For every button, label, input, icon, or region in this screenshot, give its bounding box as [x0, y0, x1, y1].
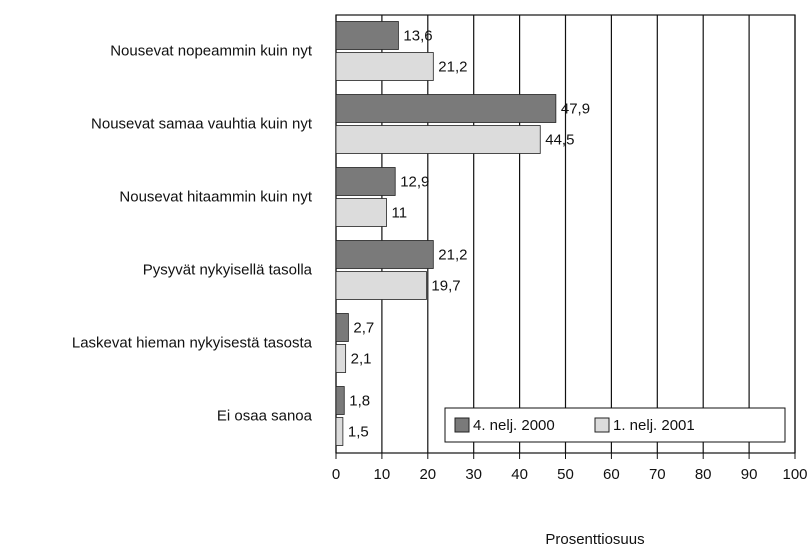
bar [335, 21, 399, 50]
value-label: 44,5 [545, 131, 574, 148]
bar [335, 94, 557, 123]
x-tick-label: 90 [741, 466, 758, 483]
y-tick-label: Nousevat samaa vauhtia kuin nyt [91, 115, 313, 132]
legend-label: 4. nelj. 2000 [473, 417, 555, 434]
bar [335, 417, 344, 446]
bar [335, 386, 345, 415]
y-tick-label: Nousevat hitaammin kuin nyt [119, 188, 312, 205]
y-tick-label: Ei osaa sanoa [217, 407, 313, 424]
y-tick-label: Pysyvät nykyisellä tasolla [143, 261, 313, 278]
legend-label: 1. nelj. 2001 [613, 417, 695, 434]
y-tick-label: Nousevat nopeammin kuin nyt [110, 42, 313, 59]
value-label: 47,9 [561, 100, 590, 117]
x-tick-label: 0 [332, 466, 340, 483]
bar [335, 198, 387, 227]
bar [335, 240, 434, 269]
value-label: 2,7 [353, 319, 374, 336]
y-tick-label: Laskevat hieman nykyisestä tasosta [72, 334, 313, 351]
x-tick-label: 20 [419, 466, 436, 483]
x-tick-label: 100 [782, 466, 807, 483]
value-label: 19,7 [431, 277, 460, 294]
legend-swatch [454, 417, 470, 433]
x-tick-label: 10 [374, 466, 391, 483]
x-tick-label: 40 [511, 466, 528, 483]
bar [335, 125, 541, 154]
value-label: 13,6 [403, 27, 432, 44]
x-tick-label: 60 [603, 466, 620, 483]
value-label: 21,2 [438, 246, 467, 263]
value-label: 1,8 [349, 392, 370, 409]
value-label: 2,1 [351, 350, 372, 367]
legend-box [444, 407, 786, 443]
value-label: 12,9 [400, 173, 429, 190]
value-label: 21,2 [438, 58, 467, 75]
value-label: 11 [391, 204, 407, 221]
legend-swatch [594, 417, 610, 433]
x-axis-label: Prosenttiosuus [545, 531, 644, 548]
x-tick-label: 80 [695, 466, 712, 483]
bar [335, 344, 347, 373]
bar [335, 313, 349, 342]
x-tick-label: 70 [649, 466, 666, 483]
bar [335, 52, 434, 81]
value-label: 1,5 [348, 423, 369, 440]
bar [335, 167, 396, 196]
x-tick-label: 50 [557, 466, 574, 483]
bar [335, 271, 427, 300]
x-tick-label: 30 [465, 466, 482, 483]
